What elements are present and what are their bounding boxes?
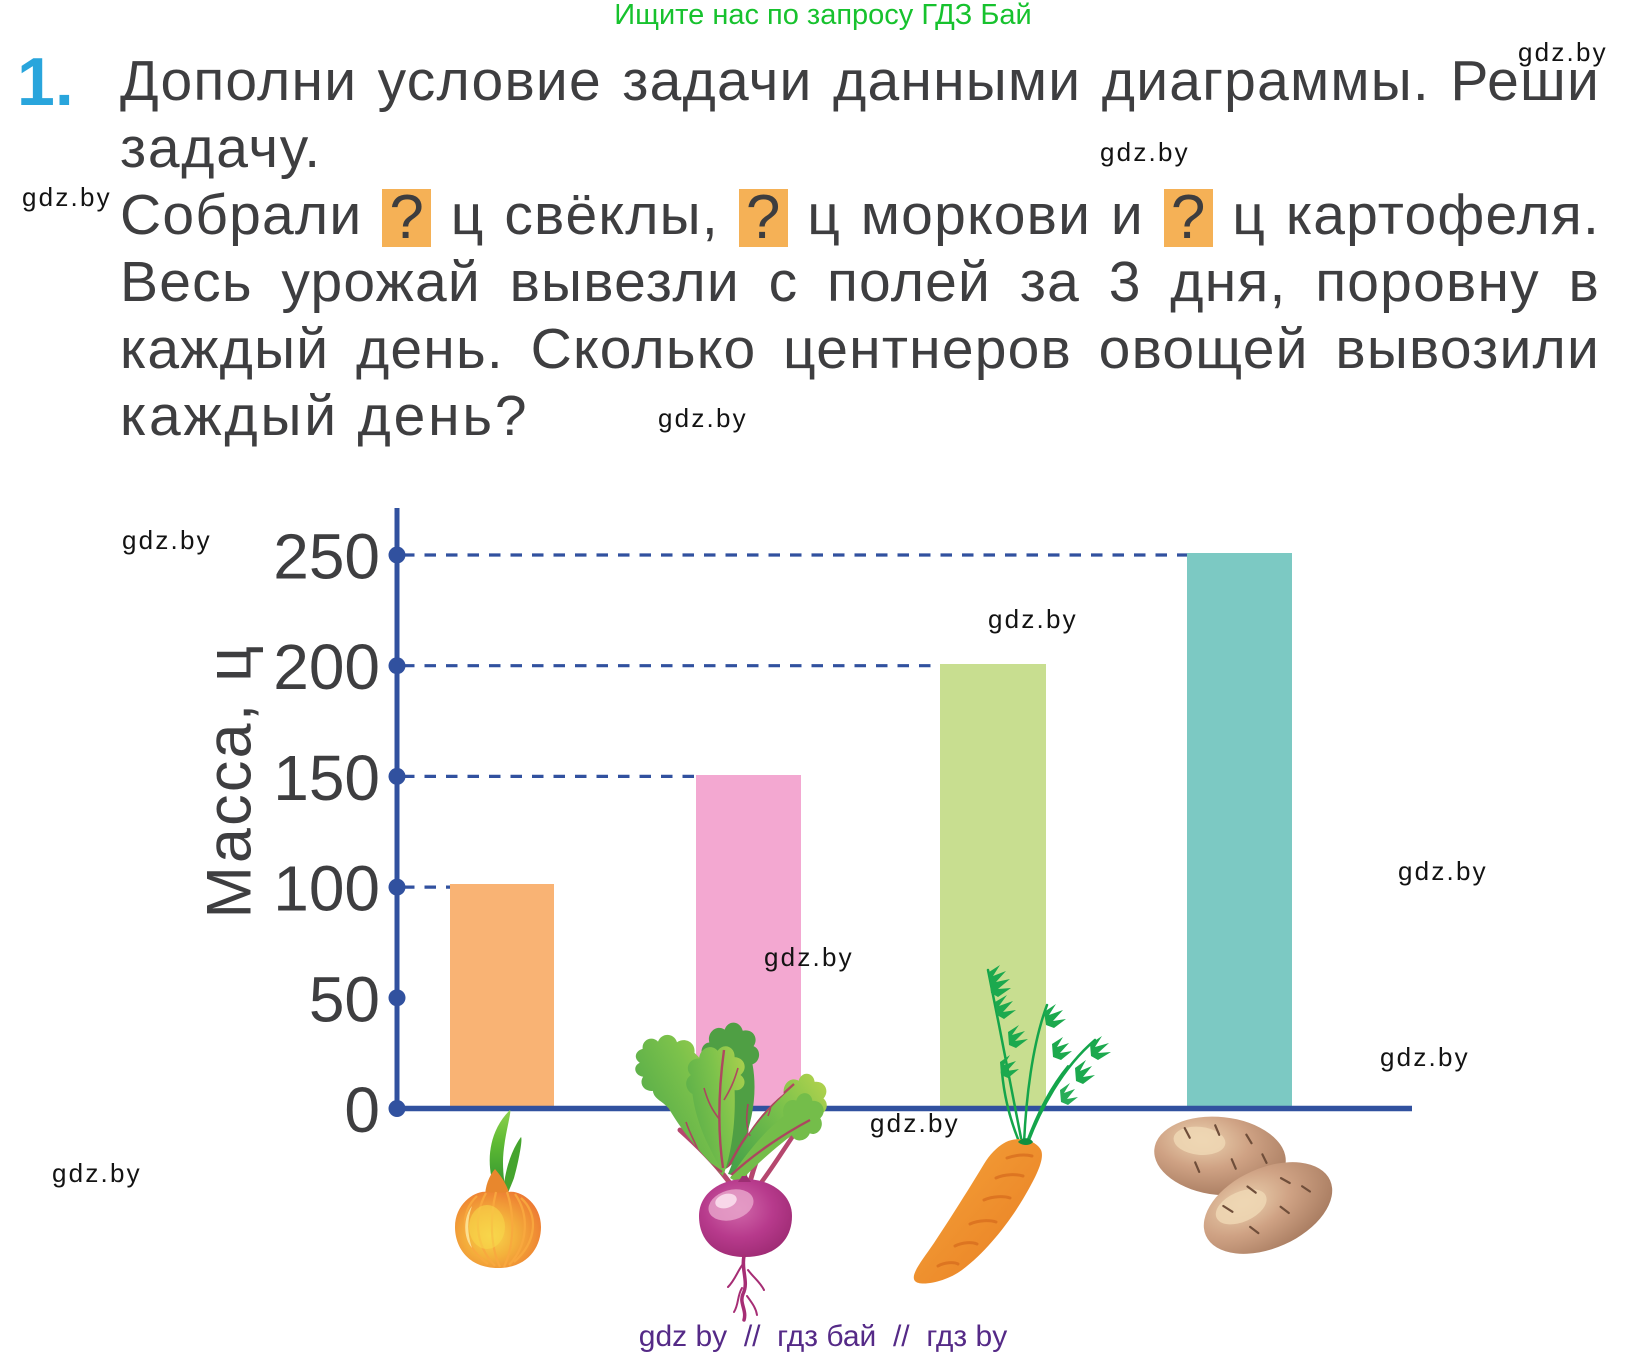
svg-text:Масса, ц: Масса, ц	[195, 644, 265, 919]
svg-text:100: 100	[273, 853, 380, 925]
svg-text:50: 50	[309, 963, 380, 1035]
svg-text:150: 150	[273, 742, 380, 814]
svg-text:200: 200	[273, 631, 380, 703]
svg-text:0: 0	[344, 1074, 380, 1146]
svg-text:250: 250	[273, 521, 380, 593]
